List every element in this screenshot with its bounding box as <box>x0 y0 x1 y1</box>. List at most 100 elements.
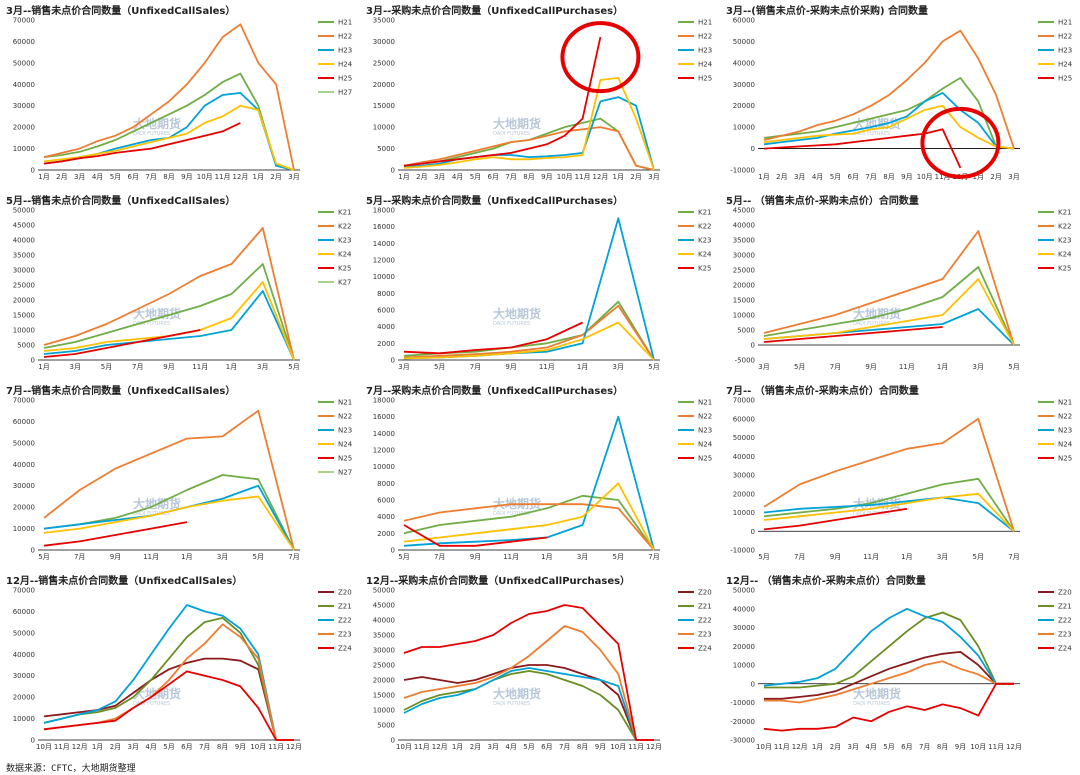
y-tick-label: 15000 <box>733 297 755 305</box>
series-line-N23 <box>403 415 655 551</box>
y-tick-label: 20000 <box>13 124 35 132</box>
watermark-text: 大地期货 <box>493 686 541 701</box>
y-tick-label: 18000 <box>373 397 395 405</box>
x-tick-label: 12月 <box>432 743 448 751</box>
legend-label: N23 <box>1058 427 1072 435</box>
x-tick-label: 5月 <box>110 173 121 181</box>
legend-label: H23 <box>338 47 352 55</box>
legend-label: Z23 <box>338 631 352 639</box>
legend-label: K24 <box>1058 251 1072 259</box>
series-line-N25 <box>763 507 908 531</box>
y-tick-label: 0 <box>751 528 755 536</box>
legend-label: H27 <box>338 89 352 97</box>
x-tick-label: 1月 <box>452 743 463 751</box>
series-line-N25 <box>403 524 548 547</box>
y-tick-label: 25000 <box>373 662 395 670</box>
x-tick-label: 10月 <box>250 743 266 751</box>
highlight-circle <box>560 21 641 94</box>
x-tick-label: 5月 <box>794 363 805 371</box>
watermark-text: 大地期货 <box>853 306 901 321</box>
legend-label: K22 <box>698 223 712 231</box>
chart-panel-4: 5月--销售未点价合同数量（UnfixedCallSales） 0 5000 1000… <box>0 190 360 380</box>
x-tick-label: 11月 <box>863 553 879 561</box>
y-tick-label: 0 <box>391 167 395 175</box>
x-tick-label: 2月 <box>110 743 121 751</box>
x-tick-label: 5月 <box>163 743 174 751</box>
series-line-K24 <box>763 278 1015 346</box>
x-tick-label: 5月 <box>648 363 659 371</box>
y-tick-label: 0 <box>751 342 755 350</box>
series-line-H24 <box>403 77 655 171</box>
watermark-text: 大地期货 <box>493 306 541 321</box>
y-tick-label: 40000 <box>13 81 35 89</box>
x-tick-label: 4月 <box>145 743 156 751</box>
x-tick-label: 12月 <box>646 743 662 751</box>
x-tick-label: 5月 <box>1008 363 1019 371</box>
chart-panel-6: 5月-- （销售未点价-采购未点价）合同数量 -5000 0 5000 10000 150… <box>720 190 1080 380</box>
legend-label: H23 <box>1058 47 1072 55</box>
x-tick-label: 5月 <box>434 363 445 371</box>
y-tick-label: 40000 <box>373 617 395 625</box>
x-tick-label: 11月 <box>192 363 208 371</box>
legend-label: Z24 <box>698 645 712 653</box>
x-tick-label: 9月 <box>865 363 876 371</box>
y-tick-label: 35000 <box>373 17 395 25</box>
x-tick-label: 7月 <box>1008 553 1019 561</box>
x-tick-label: 4月 <box>92 173 103 181</box>
chart-title: 3月--采购未点价合同数量（UnfixedCallPurchases） <box>366 6 624 17</box>
x-tick-label: 11月 <box>268 743 284 751</box>
y-tick-label: 5000 <box>17 342 35 350</box>
x-tick-label: 8月 <box>523 173 534 181</box>
series-line-Z22 <box>763 607 1014 687</box>
y-tick-label: 70000 <box>733 397 755 405</box>
y-tick-label: 30000 <box>733 81 755 89</box>
legend-label: K23 <box>698 237 712 245</box>
legend-label: K25 <box>1058 265 1072 273</box>
legend-label: N25 <box>698 455 712 463</box>
legend-label: Z22 <box>338 617 352 625</box>
y-tick-label: 40000 <box>13 461 35 469</box>
x-tick-label: 2月 <box>56 173 67 181</box>
x-tick-label: 6月 <box>488 173 499 181</box>
series-line-K22 <box>403 304 655 361</box>
y-tick-label: 60000 <box>13 608 35 616</box>
chart-panel-1: 3月--销售未点价合同数量（UnfixedCallSales） 0 10000 200… <box>0 0 360 190</box>
legend-label: Z21 <box>1058 603 1072 611</box>
x-tick-label: 9月 <box>901 173 912 181</box>
x-tick-label: 5月 <box>523 743 534 751</box>
x-tick-label: 9月 <box>470 553 481 561</box>
legend-label: K23 <box>1058 237 1072 245</box>
x-tick-label: 10月 <box>756 743 772 751</box>
x-tick-label: 2月 <box>470 743 481 751</box>
y-tick-label: 0 <box>391 737 395 745</box>
series-line-Z24 <box>43 670 294 741</box>
x-tick-label: 5月 <box>758 553 769 561</box>
x-tick-label: 7月 <box>919 743 930 751</box>
series-line-Z20 <box>764 651 1014 700</box>
legend-label: N22 <box>1058 413 1072 421</box>
x-tick-label: 1月 <box>812 743 823 751</box>
x-tick-label: 7月 <box>288 553 299 561</box>
y-tick-label: 40000 <box>13 651 35 659</box>
legend-label: H21 <box>698 19 712 27</box>
watermark-subtext: DADI FUTURES <box>493 511 530 517</box>
x-tick-label: 3月 <box>613 363 624 371</box>
chart-svg: -30000 -20000 -10000 0 10000 20000 30000 40000 5… <box>730 587 1072 752</box>
legend-label: Z22 <box>1058 617 1072 625</box>
y-tick-label: 20000 <box>373 677 395 685</box>
y-tick-label: 20000 <box>13 297 35 305</box>
chart-panel-9: 7月-- （销售未点价-采购未点价）合同数量 -10000 0 10000 20000 3… <box>720 380 1080 570</box>
x-tick-label: 9月 <box>541 173 552 181</box>
x-tick-label: 9月 <box>505 363 516 371</box>
x-tick-label: 11月 <box>414 743 430 751</box>
legend-label: K22 <box>1058 223 1072 231</box>
y-tick-label: 50000 <box>373 587 395 595</box>
highlight-circle <box>920 106 1001 179</box>
legend-label: N21 <box>698 399 712 407</box>
y-tick-label: 50000 <box>733 38 755 46</box>
x-tick-label: 7月 <box>470 363 481 371</box>
series-line-K24 <box>403 321 655 361</box>
y-tick-label: 10000 <box>373 273 395 281</box>
x-tick-label: 1月 <box>937 363 948 371</box>
